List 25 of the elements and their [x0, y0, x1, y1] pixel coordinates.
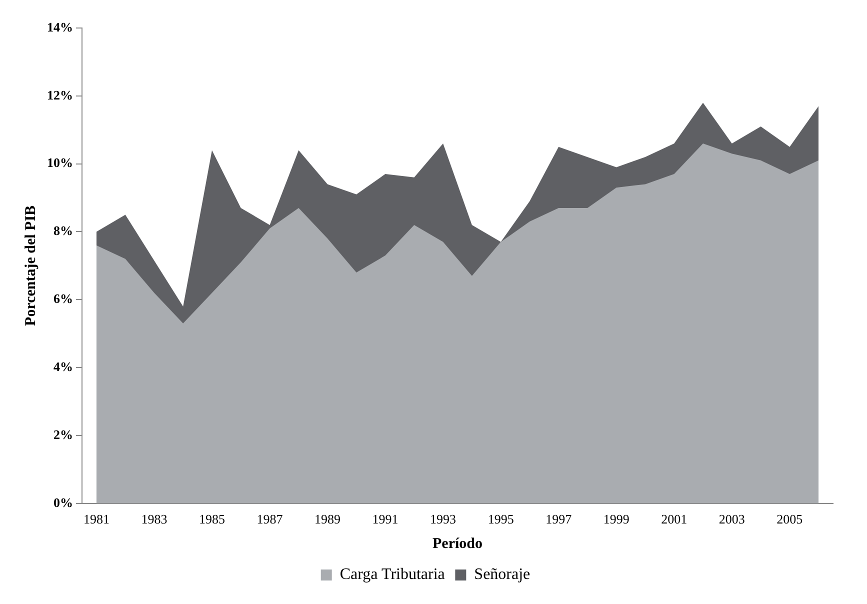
x-tick-label: 1987 [256, 512, 284, 527]
x-tick-label: 1997 [546, 512, 572, 527]
x-tick-label: 2001 [661, 512, 688, 527]
x-tick-label: 1991 [372, 512, 398, 527]
x-tick-label: 1985 [198, 512, 225, 527]
x-tick-label: 1989 [314, 512, 341, 527]
y-tick-label: 2% [54, 426, 73, 442]
y-tick-label: 6% [54, 291, 73, 306]
legend-label: Señoraje [474, 566, 530, 584]
x-tick-label: 1999 [603, 512, 630, 527]
y-tick-label: 14% [47, 19, 73, 34]
y-axis-title: Porcentaje del PIB [22, 205, 39, 326]
y-tick-label: 8% [54, 223, 73, 238]
y-tick-label: 4% [54, 358, 73, 374]
x-tick-label: 1983 [141, 512, 168, 527]
x-tick-label: 1981 [83, 512, 110, 527]
x-tick-label: 2003 [718, 512, 745, 527]
y-tick-label: 0% [54, 494, 73, 510]
y-tick-label: 10% [47, 155, 73, 170]
y-tick-label: 12% [47, 87, 73, 102]
x-tick-label: 2005 [776, 512, 803, 527]
x-tick-label: 1995 [488, 512, 514, 527]
x-tick-label: 1993 [430, 512, 456, 527]
legend-label: Carga Tributaria [340, 566, 445, 584]
x-axis-title: Período [432, 536, 482, 552]
